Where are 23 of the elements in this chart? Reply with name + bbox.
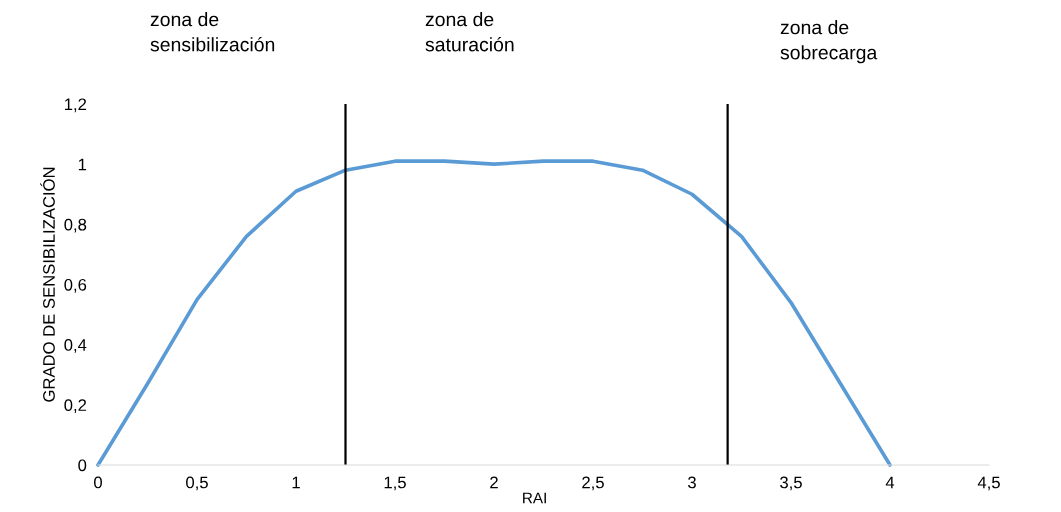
y-axis-title: GRADO DE SENSIBILIZACIÓN	[40, 167, 55, 402]
x-tick-label: 4	[885, 476, 895, 489]
x-tick-label: 0	[94, 476, 102, 489]
x-tick-label: 3,5	[780, 476, 802, 491]
x-tick-label: 0,5	[186, 476, 208, 491]
y-tick-label: 1,2	[64, 98, 87, 113]
text: zona de saturación	[425, 12, 514, 52]
text: zona de sobrecarga	[780, 20, 878, 64]
y-tick-label: 0,6	[64, 278, 87, 293]
x-tick-label: 1,5	[384, 476, 406, 491]
x-tick-label: 1	[292, 476, 300, 489]
y-tick-label: 0,8	[64, 218, 87, 233]
x-tick-label: 2	[490, 476, 498, 489]
text: zona de sensibilización	[150, 12, 275, 52]
x-axis-title: RAI	[523, 492, 546, 504]
y-tick-label: 0,4	[64, 339, 87, 353]
x-tick-label: 2,5	[582, 476, 604, 491]
line-series	[96, 159, 892, 467]
y-tick-label: 0,2	[64, 399, 87, 414]
x-tick-label: 4,5	[977, 476, 1000, 491]
y-tick-label: 0	[78, 459, 87, 472]
x-tick-label: 3	[688, 476, 696, 489]
y-tick-label: 1	[78, 158, 87, 171]
